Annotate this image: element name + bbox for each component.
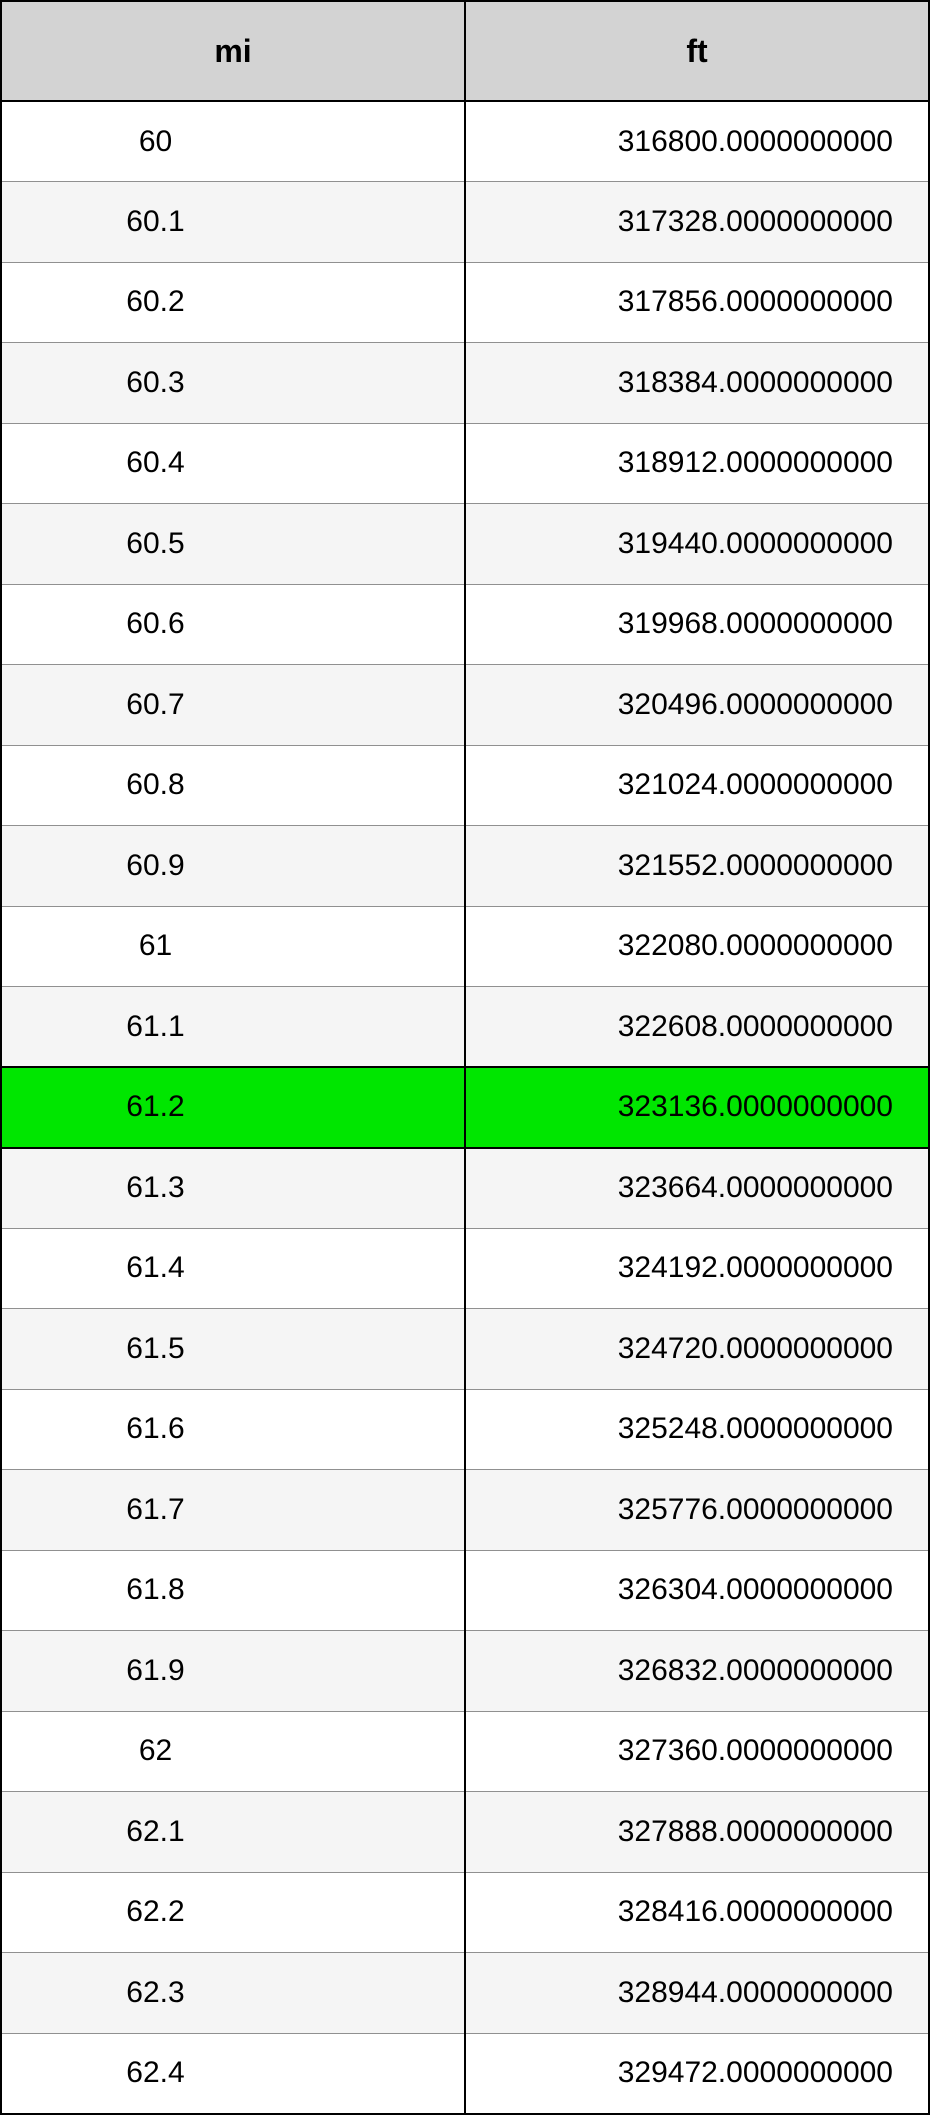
ft-cell: 317856.0000000000 [465,262,929,343]
column-header-ft: ft [465,1,929,101]
table-row: 60.8321024.0000000000 [1,745,929,826]
mi-cell: 62.1 [1,1792,465,1873]
table-row: 61.6325248.0000000000 [1,1389,929,1470]
ft-cell: 321552.0000000000 [465,826,929,907]
ft-cell: 320496.0000000000 [465,665,929,746]
table-row: 60.1317328.0000000000 [1,182,929,263]
mi-cell: 62.4 [1,2033,465,2114]
table-row: 61.4324192.0000000000 [1,1228,929,1309]
ft-cell: 319968.0000000000 [465,584,929,665]
ft-cell: 325248.0000000000 [465,1389,929,1470]
table-row: 61.5324720.0000000000 [1,1309,929,1390]
mi-cell: 60.2 [1,262,465,343]
table-row: 60316800.0000000000 [1,101,929,182]
ft-cell: 327888.0000000000 [465,1792,929,1873]
table-row: 61.9326832.0000000000 [1,1631,929,1712]
table-header-row: mi ft [1,1,929,101]
table-row: 60.2317856.0000000000 [1,262,929,343]
mi-cell: 60.7 [1,665,465,746]
ft-cell: 318384.0000000000 [465,343,929,424]
table-row: 60.9321552.0000000000 [1,826,929,907]
table-row: 60.3318384.0000000000 [1,343,929,424]
table-row: 62.4329472.0000000000 [1,2033,929,2114]
conversion-table: mi ft 60316800.000000000060.1317328.0000… [0,0,930,2115]
mi-cell: 61.1 [1,987,465,1068]
mi-cell: 61.6 [1,1389,465,1470]
mi-cell: 60.6 [1,584,465,665]
ft-cell: 322080.0000000000 [465,906,929,987]
mi-cell: 61.4 [1,1228,465,1309]
mi-cell: 60.3 [1,343,465,424]
mi-cell: 62.3 [1,1953,465,2034]
table-row: 61.7325776.0000000000 [1,1470,929,1551]
ft-cell: 329472.0000000000 [465,2033,929,2114]
ft-cell: 328416.0000000000 [465,1872,929,1953]
table-row: 61.1322608.0000000000 [1,987,929,1068]
ft-cell: 324192.0000000000 [465,1228,929,1309]
mi-cell: 61.2 [1,1067,465,1148]
table-row: 62.1327888.0000000000 [1,1792,929,1873]
table-body: 60316800.000000000060.1317328.0000000000… [1,101,929,2114]
ft-cell: 326832.0000000000 [465,1631,929,1712]
table-row: 62327360.0000000000 [1,1711,929,1792]
mi-cell: 62 [1,1711,465,1792]
table-row: 60.7320496.0000000000 [1,665,929,746]
mi-cell: 61.8 [1,1550,465,1631]
mi-cell: 61.5 [1,1309,465,1390]
mi-cell: 61.3 [1,1148,465,1229]
ft-cell: 323136.0000000000 [465,1067,929,1148]
mi-cell: 60.4 [1,423,465,504]
table-row: 61.2323136.0000000000 [1,1067,929,1148]
table-row: 61.3323664.0000000000 [1,1148,929,1229]
table-row: 60.4318912.0000000000 [1,423,929,504]
table-row: 60.6319968.0000000000 [1,584,929,665]
ft-cell: 318912.0000000000 [465,423,929,504]
mi-cell: 60.9 [1,826,465,907]
table-row: 62.2328416.0000000000 [1,1872,929,1953]
ft-cell: 321024.0000000000 [465,745,929,826]
ft-cell: 323664.0000000000 [465,1148,929,1229]
mi-cell: 60 [1,101,465,182]
table-row: 62.3328944.0000000000 [1,1953,929,2034]
mi-cell: 62.2 [1,1872,465,1953]
ft-cell: 316800.0000000000 [465,101,929,182]
ft-cell: 328944.0000000000 [465,1953,929,2034]
mi-cell: 61 [1,906,465,987]
column-header-mi: mi [1,1,465,101]
ft-cell: 327360.0000000000 [465,1711,929,1792]
ft-cell: 317328.0000000000 [465,182,929,263]
mi-cell: 60.1 [1,182,465,263]
ft-cell: 319440.0000000000 [465,504,929,585]
ft-cell: 324720.0000000000 [465,1309,929,1390]
mi-cell: 60.5 [1,504,465,585]
table-row: 61.8326304.0000000000 [1,1550,929,1631]
ft-cell: 325776.0000000000 [465,1470,929,1551]
mi-cell: 60.8 [1,745,465,826]
mi-cell: 61.9 [1,1631,465,1712]
table-row: 61322080.0000000000 [1,906,929,987]
table-row: 60.5319440.0000000000 [1,504,929,585]
ft-cell: 326304.0000000000 [465,1550,929,1631]
mi-cell: 61.7 [1,1470,465,1551]
ft-cell: 322608.0000000000 [465,987,929,1068]
